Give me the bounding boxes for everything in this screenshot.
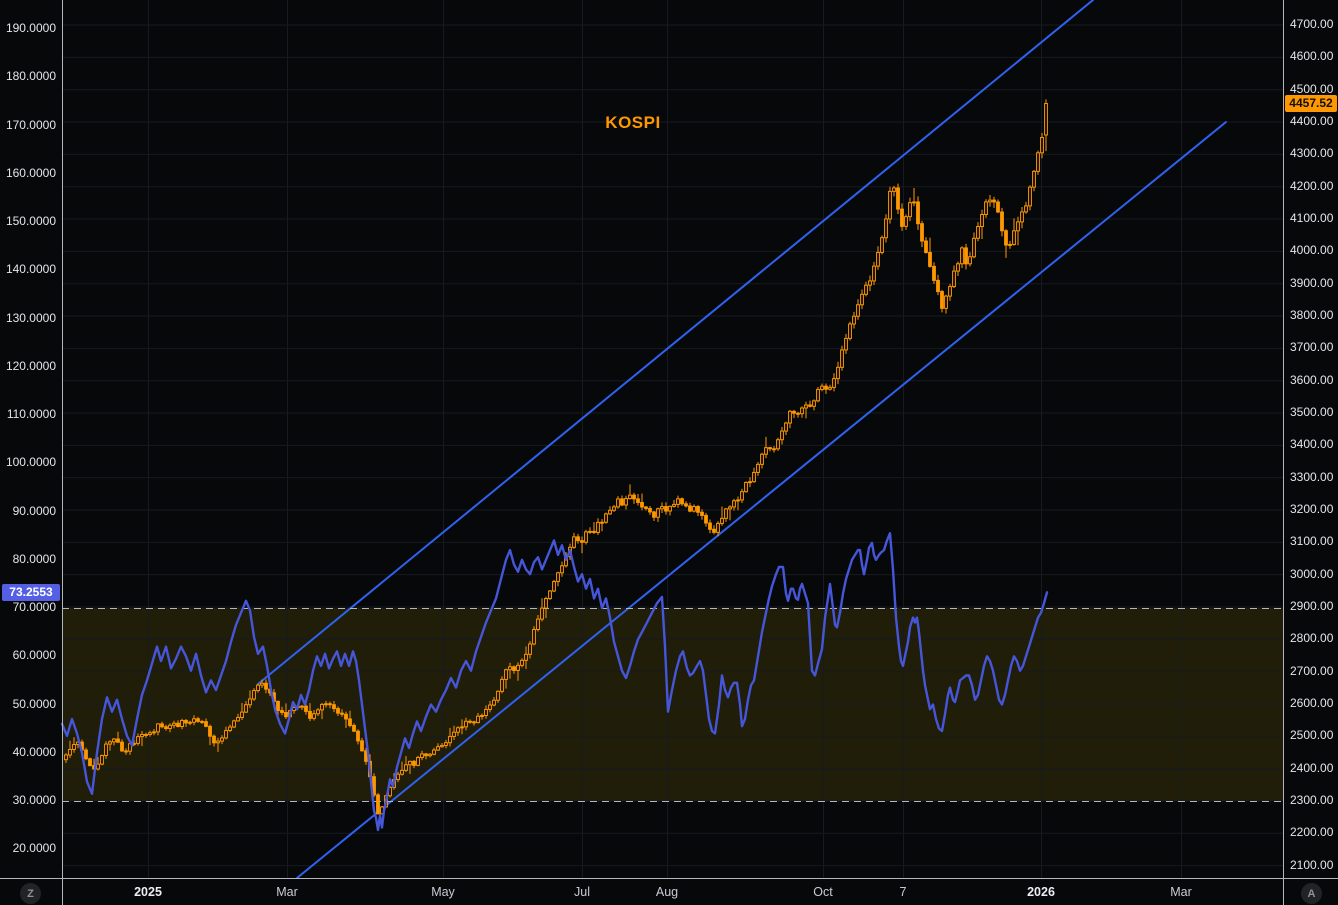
- time-axis-label: Mar: [1170, 885, 1192, 899]
- left-axis-tick: 30.0000: [12, 793, 56, 807]
- right-axis-tick: 3600.00: [1290, 372, 1334, 387]
- indicator-line[interactable]: [60, 532, 1049, 832]
- right-axis-tick: 4500.00: [1290, 81, 1334, 96]
- right-axis-tick: 2800.00: [1290, 631, 1334, 646]
- time-axis-label: Aug: [655, 885, 679, 899]
- left-axis-tick: 50.0000: [12, 696, 56, 711]
- left-axis-tick: 60.0000: [12, 648, 56, 663]
- right-axis-tick: 2300.00: [1290, 792, 1334, 807]
- right-axis-tick: 3300.00: [1290, 469, 1334, 484]
- right-axis-tick: 2900.00: [1290, 599, 1334, 613]
- right-axis-tick: 3800.00: [1290, 308, 1334, 323]
- price-value-tag: 4457.52: [1285, 94, 1337, 112]
- right-axis-tick: 4100.00: [1290, 211, 1334, 226]
- left-axis-tick: 190.0000: [5, 21, 56, 35]
- time-axis-label: Mar: [276, 885, 298, 899]
- time-axis-label: Jul: [574, 885, 590, 899]
- left-axis-tick: 80.0000: [12, 551, 56, 566]
- right-axis-tick: 3200.00: [1290, 502, 1334, 516]
- right-axis-tick: 4000.00: [1290, 243, 1334, 258]
- right-axis-tick: 2700.00: [1290, 663, 1334, 678]
- left-axis-tick: 20.0000: [12, 841, 56, 856]
- right-axis-tick: 4600.00: [1290, 49, 1334, 64]
- time-axis-label: 2025: [134, 885, 162, 899]
- right-axis-tick: 3500.00: [1290, 405, 1334, 420]
- right-axis-tick: 3900.00: [1290, 275, 1334, 290]
- left-axis-tick: 110.0000: [6, 407, 56, 421]
- indicator-value-tag: 73.2553: [2, 583, 60, 601]
- timezone-button[interactable]: Z: [20, 883, 41, 904]
- right-axis-tick: 2200.00: [1290, 825, 1334, 840]
- left-axis-tick: 40.0000: [12, 744, 56, 759]
- left-axis-tick: 90.0000: [12, 503, 56, 518]
- right-axis-tick: 2400.00: [1290, 760, 1334, 775]
- right-axis-tick: 4300.00: [1290, 146, 1334, 161]
- right-axis-tick: 2500.00: [1290, 728, 1334, 743]
- right-axis-tick: 3000.00: [1290, 566, 1334, 581]
- left-axis-tick: 120.0000: [5, 358, 56, 373]
- left-axis-tick: 70.0000: [12, 600, 56, 614]
- right-axis-tick: 2600.00: [1290, 695, 1334, 710]
- left-axis-tick: 150.0000: [5, 214, 56, 228]
- time-axis-label: 7: [899, 885, 907, 899]
- left-axis-tick: 140.0000: [5, 262, 56, 277]
- left-axis-tick: 100.0000: [5, 455, 56, 470]
- symbol-label: KOSPI: [605, 113, 661, 132]
- left-axis-tick: 130.0000: [5, 310, 56, 325]
- left-axis-tick: 160.0000: [5, 165, 56, 180]
- right-axis-tick: 4400.00: [1290, 114, 1334, 129]
- right-axis-tick: 3700.00: [1290, 340, 1334, 355]
- right-axis-tick: 3400.00: [1290, 437, 1334, 452]
- left-axis-tick: 170.0000: [5, 117, 56, 132]
- right-axis-tick: 4200.00: [1290, 178, 1334, 193]
- right-axis-tick: 4700.00: [1290, 17, 1334, 32]
- time-axis-label: Oct: [813, 885, 833, 899]
- right-axis-tick: 3100.00: [1290, 534, 1334, 549]
- time-axis-label: May: [431, 885, 455, 899]
- time-axis-label: 2026: [1027, 885, 1055, 899]
- right-axis-tick: 2100.00: [1290, 857, 1334, 872]
- trend-line-1[interactable]: [296, 121, 1227, 879]
- trend-line-2[interactable]: [257, 0, 1094, 685]
- left-axis-tick: 180.0000: [5, 69, 56, 84]
- auto-scale-button[interactable]: A: [1301, 883, 1322, 904]
